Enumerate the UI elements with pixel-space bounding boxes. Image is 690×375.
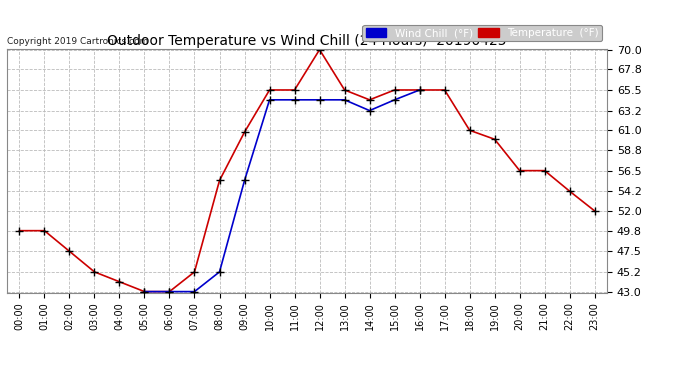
Legend: Wind Chill  (°F), Temperature  (°F): Wind Chill (°F), Temperature (°F): [362, 25, 602, 41]
Text: Copyright 2019 Cartronics.com: Copyright 2019 Cartronics.com: [7, 38, 148, 46]
Title: Outdoor Temperature vs Wind Chill (24 Hours)  20190425: Outdoor Temperature vs Wind Chill (24 Ho…: [108, 34, 506, 48]
